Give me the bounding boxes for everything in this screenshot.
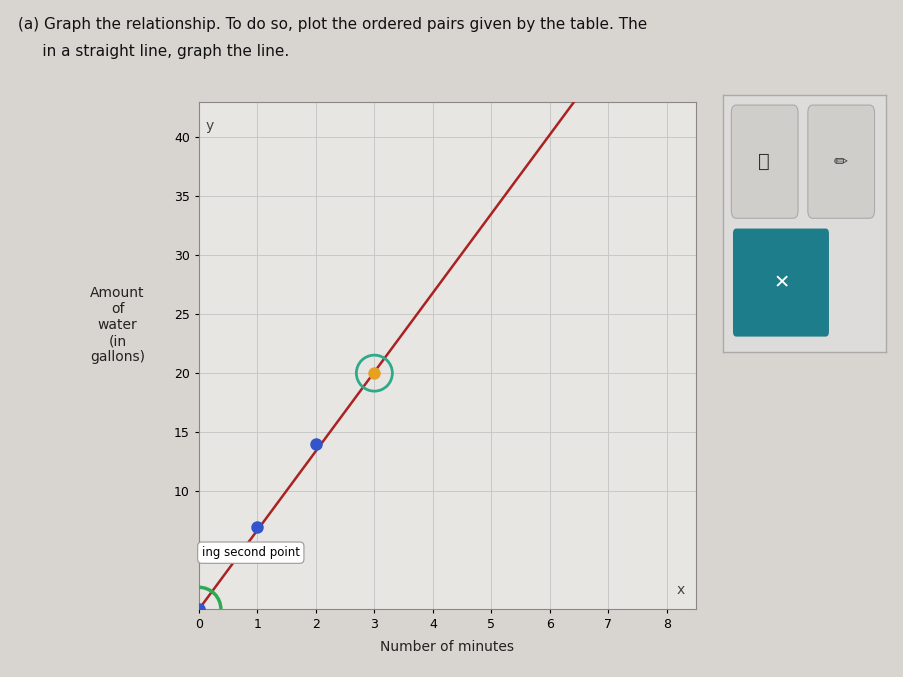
Text: Amount
of
water
(in
gallons): Amount of water (in gallons) <box>90 286 144 364</box>
FancyBboxPatch shape <box>732 229 828 336</box>
Text: ✕: ✕ <box>773 273 789 292</box>
Text: ✏: ✏ <box>833 153 846 171</box>
Text: (a) Graph the relationship. To do so, plot the ordered pairs given by the table.: (a) Graph the relationship. To do so, pl… <box>18 17 647 32</box>
Text: in a straight line, graph the line.: in a straight line, graph the line. <box>18 44 289 59</box>
X-axis label: Number of minutes: Number of minutes <box>380 640 514 654</box>
FancyBboxPatch shape <box>731 105 797 218</box>
Text: ing second point: ing second point <box>201 546 300 559</box>
Text: ⬜: ⬜ <box>758 152 768 171</box>
Text: y: y <box>206 119 214 133</box>
Text: x: x <box>675 584 684 598</box>
FancyBboxPatch shape <box>807 105 873 218</box>
